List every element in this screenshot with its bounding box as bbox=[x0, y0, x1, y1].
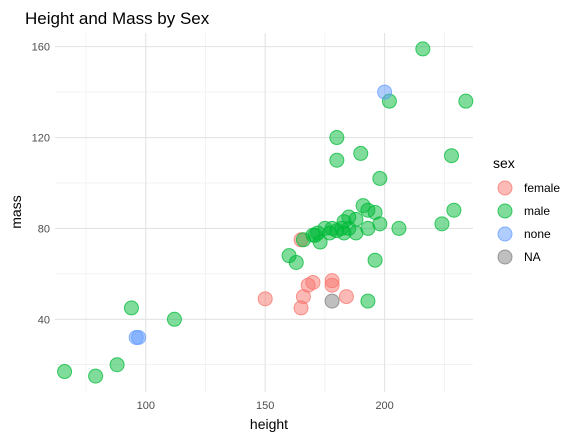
data-point bbox=[360, 293, 376, 309]
data-points bbox=[57, 41, 474, 384]
legend-key bbox=[497, 249, 513, 265]
data-point bbox=[324, 273, 340, 289]
legend-key bbox=[497, 180, 513, 196]
x-tick-label: 150 bbox=[256, 400, 274, 412]
data-point bbox=[372, 216, 388, 232]
data-point bbox=[123, 300, 139, 316]
data-point bbox=[324, 293, 340, 309]
y-tick-label: 80 bbox=[38, 223, 50, 235]
data-point bbox=[88, 368, 104, 384]
data-point bbox=[305, 274, 321, 290]
data-point bbox=[57, 364, 73, 380]
legend-key bbox=[497, 226, 513, 242]
x-tick-label: 200 bbox=[375, 400, 393, 412]
chart-title: Height and Mass by Sex bbox=[25, 9, 210, 28]
data-point bbox=[329, 152, 345, 168]
x-axis-ticks: 100 150 200 bbox=[137, 400, 394, 412]
grid-minor bbox=[55, 33, 473, 392]
data-point bbox=[458, 93, 474, 109]
data-point bbox=[446, 202, 462, 218]
legend-items: female male none NA bbox=[497, 180, 560, 265]
data-point bbox=[312, 234, 328, 250]
legend-label: none bbox=[524, 227, 551, 241]
y-tick-label: 120 bbox=[32, 133, 50, 145]
data-point bbox=[131, 329, 147, 345]
data-point bbox=[377, 84, 393, 100]
x-tick-label: 100 bbox=[137, 400, 155, 412]
legend-label: male bbox=[524, 204, 550, 218]
data-point bbox=[329, 130, 345, 146]
legend-label: female bbox=[524, 181, 560, 195]
data-point bbox=[348, 211, 364, 227]
data-point bbox=[288, 254, 304, 270]
y-tick-label: 160 bbox=[32, 42, 50, 54]
data-point bbox=[257, 291, 273, 307]
data-point bbox=[391, 220, 407, 236]
data-point bbox=[434, 216, 450, 232]
data-point bbox=[444, 148, 460, 164]
x-axis-title: height bbox=[250, 416, 288, 432]
legend-title: sex bbox=[493, 155, 515, 171]
y-axis-title: mass bbox=[8, 195, 24, 228]
legend: sex female male none NA bbox=[493, 155, 560, 265]
data-point bbox=[166, 311, 182, 327]
data-point bbox=[372, 170, 388, 186]
data-point bbox=[353, 145, 369, 161]
y-tick-label: 40 bbox=[38, 314, 50, 326]
legend-key bbox=[497, 203, 513, 219]
y-axis-ticks: 40 80 120 160 bbox=[32, 42, 50, 327]
grid-major bbox=[55, 33, 473, 392]
legend-label: NA bbox=[524, 250, 541, 264]
data-point bbox=[415, 41, 431, 57]
data-point bbox=[109, 357, 125, 373]
data-point bbox=[338, 289, 354, 305]
data-point bbox=[367, 252, 383, 268]
